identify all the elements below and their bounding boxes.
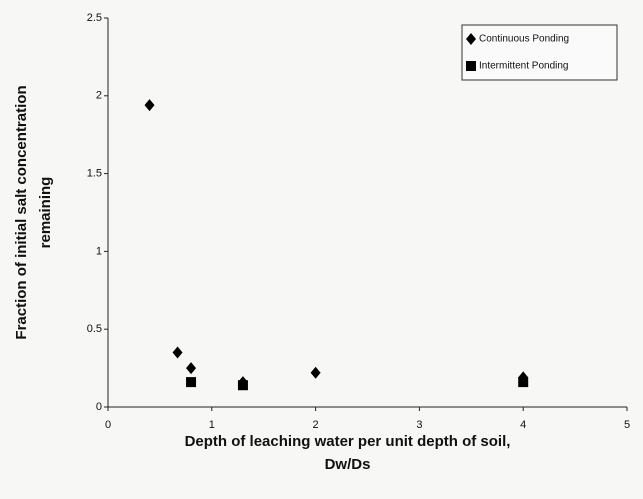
y-tick-label: 1 [96,245,102,257]
data-point [172,346,183,359]
y-tick-label: 2.5 [87,12,102,24]
x-axis-label: Dw/Ds [325,456,371,473]
legend-marker [466,33,476,45]
y-axis-label: remaining [37,177,54,249]
y-tick-label: 2 [96,90,102,102]
x-axis-label: Depth of leaching water per unit depth o… [185,433,511,450]
data-point [237,380,248,391]
x-tick-label: 5 [624,419,630,431]
legend-box [461,24,618,81]
x-tick-label: 4 [520,419,526,431]
y-tick-label: 0.5 [87,323,102,335]
data-point [186,377,197,388]
y-axis-label: Fraction of initial salt concentration [13,85,30,339]
x-tick-label: 1 [209,419,215,431]
data-point [186,362,197,375]
legend-marker [466,61,476,71]
x-tick-label: 2 [313,419,319,431]
data-point [518,377,529,388]
x-tick-label: 0 [105,419,111,431]
y-tick-label: 1.5 [87,168,102,180]
data-point [144,99,155,112]
x-tick-label: 3 [416,419,422,431]
legend-label: Intermittent Ponding [479,61,569,72]
y-tick-label: 0 [96,401,102,413]
data-point [310,366,321,379]
legend-label: Continuous Ponding [479,34,569,45]
